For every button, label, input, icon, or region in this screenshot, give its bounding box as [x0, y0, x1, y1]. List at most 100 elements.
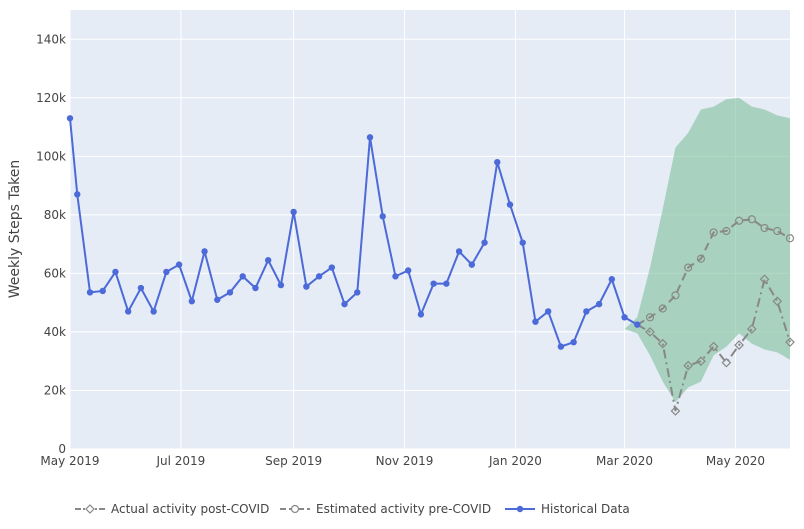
historical-data-point [74, 191, 81, 198]
historical-data-point [214, 296, 221, 303]
historical-data-point [544, 308, 552, 315]
historical-data-point [392, 273, 399, 280]
historical-data-point [379, 213, 386, 220]
estimated-activity-point [709, 228, 718, 237]
x-tick-label: May 2020 [706, 454, 765, 468]
historical-data-point [175, 261, 183, 268]
y-axis-ticks: 0 20k 40k 60k 80k 100k 120k 140k [36, 32, 66, 456]
historical-data-point [188, 298, 196, 305]
estimated-activity-point [658, 304, 667, 313]
historical-data-point [621, 314, 628, 321]
legend-swatch-marker [85, 504, 95, 514]
historical-data-point [481, 239, 488, 246]
y-tick-label: 140k [36, 32, 66, 46]
y-tick-label: 80k [44, 208, 66, 222]
historical-data-point [519, 239, 526, 246]
y-tick-label: 40k [44, 325, 66, 339]
confidence-bands [624, 97, 790, 403]
estimated-activity-point [734, 216, 744, 225]
historical-data-point [303, 283, 310, 290]
historical-data-point [264, 257, 272, 264]
x-tick-label: Jan 2020 [488, 454, 542, 468]
actual-activity-point [734, 340, 744, 350]
historical-data-point [455, 248, 463, 255]
y-tick-label: 120k [36, 91, 66, 105]
estimated-activity-point [684, 263, 693, 272]
legend-swatch-marker [290, 504, 300, 514]
actual-activity-point [683, 360, 694, 371]
actual-activity-point [657, 338, 668, 349]
historical-data-point [634, 321, 641, 328]
historical-data-point [583, 308, 590, 315]
x-tick-label: May 2019 [40, 454, 99, 468]
historical-data-point [557, 343, 565, 350]
historical-data-point [239, 273, 246, 280]
historical-data-point [430, 280, 437, 287]
historical-data-point [366, 134, 374, 141]
historical-data-point [226, 289, 234, 296]
estimated-activity-point [645, 313, 655, 322]
legend-swatch-marker [516, 505, 524, 513]
historical-data-point [150, 308, 157, 315]
estimated-activity-point [785, 234, 795, 243]
estimated-activity-point [722, 226, 731, 236]
historical-data-point [595, 300, 603, 308]
historical-data-point [354, 289, 361, 296]
estimated-activity-point [773, 226, 782, 236]
historical-data-point [137, 284, 145, 292]
estimated-activity-point [747, 215, 756, 224]
historical-data-point [328, 264, 336, 271]
legend-label: Historical Data [541, 502, 630, 516]
legend-item: Historical Data [505, 502, 630, 516]
x-tick-label: Nov 2019 [376, 454, 434, 468]
actual-activity-point [721, 357, 732, 368]
historical-data-point [290, 208, 297, 216]
historical-data-point [417, 311, 425, 318]
actual-activity-point [759, 274, 770, 285]
historical-data-point [443, 280, 450, 287]
legend-item: Estimated activity pre-COVID [280, 502, 491, 516]
series-lines [69, 118, 791, 412]
historical-data-point [532, 318, 539, 325]
historical-data-point [163, 268, 170, 276]
actual-activity-point [696, 356, 706, 367]
actual-activity-point [785, 337, 795, 348]
historical-data-point [201, 248, 208, 255]
legend-label: Estimated activity pre-COVID [316, 502, 491, 516]
series-markers [66, 115, 795, 416]
actual-activity-point [708, 341, 719, 352]
x-tick-label: Mar 2020 [596, 454, 653, 468]
historical-data-point [468, 261, 476, 268]
estimated-activity-point [671, 291, 680, 300]
historical-data-point [252, 284, 259, 292]
actual-activity-point [746, 324, 757, 334]
y-tick-label: 20k [44, 383, 66, 397]
legend: Actual activity post-COVID Estimated acti… [75, 502, 630, 516]
historical-data-point [341, 300, 348, 308]
y-tick-label: 60k [44, 266, 66, 280]
historical-data-point [494, 158, 501, 166]
estimated-activity-line [636, 218, 791, 326]
historical-data-point [315, 273, 323, 280]
historical-data-point [404, 267, 412, 274]
x-tick-label: Sep 2019 [265, 454, 322, 468]
uncertainty-band [624, 97, 790, 403]
y-tick-label: 100k [36, 149, 66, 163]
historical-data-point [124, 308, 132, 315]
historical-data-point [277, 281, 285, 289]
legend-item: Actual activity post-COVID [75, 502, 269, 516]
actual-activity-point [670, 406, 681, 416]
historical-data-point [99, 287, 106, 295]
y-axis-title: Weekly Steps Taken [7, 160, 23, 299]
estimated-activity-point [760, 223, 769, 233]
historical-data-point [608, 276, 616, 283]
historical-data-point [506, 201, 514, 208]
historical-data-point [66, 115, 74, 122]
x-axis-ticks: May 2019 Jul 2019 Sep 2019 Nov 2019 Jan 2020… [40, 454, 765, 468]
historical-data-point [112, 268, 119, 276]
historical-data-line [69, 118, 638, 348]
actual-activity-point [772, 296, 783, 307]
x-tick-label: Jul 2019 [155, 454, 205, 468]
legend-label: Actual activity post-COVID [111, 502, 269, 516]
